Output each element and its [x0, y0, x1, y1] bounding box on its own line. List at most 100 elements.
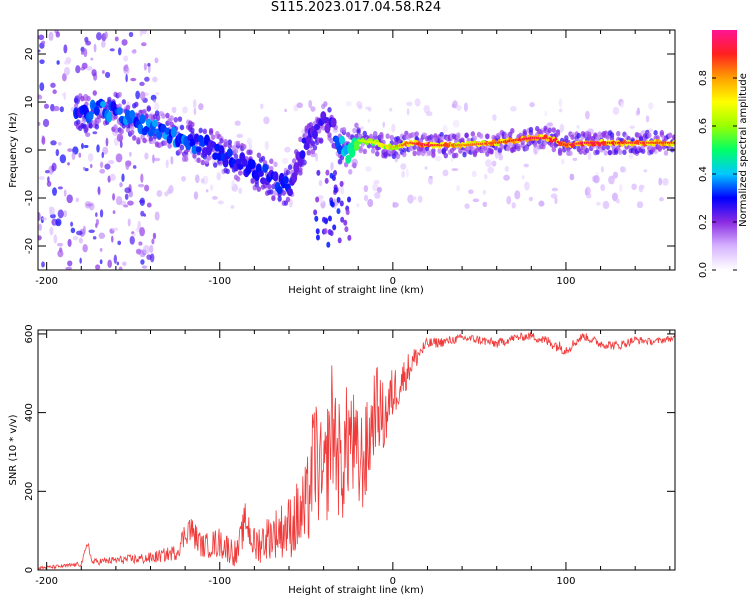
spectrogram-noise-cell	[182, 106, 188, 114]
spectrogram-halo-cell	[555, 130, 561, 137]
spectrogram-noise-cell	[356, 101, 363, 108]
spectrogram-noise-cell	[58, 142, 62, 146]
x-tick-label: -200	[35, 576, 58, 587]
spectrogram-tail-cell	[343, 219, 348, 226]
spectrogram-halo-cell	[256, 152, 262, 159]
spectrogram-noise-cell	[39, 59, 45, 64]
spectrogram-noise-cell	[132, 165, 137, 169]
spectrogram-noise-cell	[600, 166, 604, 173]
spectrogram-noise-cell	[521, 175, 525, 180]
spectrogram-xlabel: Height of straight line (km)	[288, 285, 424, 296]
spectrogram-noise-cell	[600, 184, 606, 192]
spectrogram-noise-cell	[140, 42, 147, 47]
spectrogram-noise-cell	[102, 146, 109, 155]
spectrogram-halo-cell	[235, 176, 241, 182]
spectrogram-halo-cell	[443, 152, 449, 159]
spectrogram-noise-cell	[360, 126, 364, 130]
spectrogram-noise-cell	[135, 249, 142, 255]
snr-series-line	[38, 332, 675, 570]
spectrogram-noise-cell	[491, 160, 497, 167]
spectrogram-noise-cell	[92, 131, 98, 135]
spectrogram-halo-cell	[73, 97, 79, 104]
spectrogram-noise-cell	[181, 175, 187, 182]
spectrogram-noise-cell	[472, 198, 480, 203]
spectrogram-halo-cell	[298, 166, 303, 173]
spectrogram-halo-cell	[578, 148, 584, 155]
spectrogram-noise-cell	[101, 40, 106, 48]
spectrogram-halo-cell	[136, 136, 141, 143]
spectrogram-noise-cell	[587, 151, 592, 161]
spectrogram-noise-cell	[392, 202, 399, 208]
spectrogram-tail-cell	[316, 169, 321, 176]
spectrogram-halo-cell	[478, 133, 484, 139]
spectrogram-noise-cell	[621, 166, 627, 173]
spectrogram-noise-cell	[484, 173, 488, 180]
spectrogram-noise-cell	[425, 111, 433, 117]
spectrogram-noise-cell	[364, 106, 372, 110]
spectrogram-ridge-cell	[106, 111, 113, 123]
spectrogram-halo-cell	[142, 108, 147, 115]
spectrogram-halo-cell	[672, 134, 675, 141]
spectrogram-noise-cell	[79, 257, 82, 264]
spectrogram-noise-cell	[83, 144, 89, 148]
spectrogram-noise-cell	[57, 209, 64, 219]
spectrogram-ridge-cell	[237, 163, 244, 170]
spectrogram-noise-cell	[49, 213, 56, 219]
y-tick-label: -10	[24, 190, 35, 206]
spectrogram-halo-cell	[372, 130, 378, 137]
spectrogram-halo-cell	[647, 132, 652, 139]
spectrogram-halo-cell	[269, 158, 274, 165]
spectrogram-noise-cell	[152, 154, 155, 164]
spectrogram-noise-cell	[147, 62, 151, 67]
spectrogram-noise-cell	[72, 235, 79, 241]
spectrogram-halo-cell	[250, 177, 255, 184]
spectrogram-halo-cell	[233, 153, 239, 160]
spectrogram-noise-cell	[463, 102, 468, 112]
spectrogram-tail-cell	[326, 241, 331, 248]
spectrogram-halo-cell	[609, 135, 615, 142]
spectrogram-noise-cell	[152, 76, 158, 83]
spectrogram-noise-cell	[125, 74, 128, 83]
colorbar	[712, 30, 737, 270]
spectrogram-noise-cell	[88, 229, 95, 234]
spectrogram-noise-cell	[50, 82, 56, 88]
colorbar-axis: 0.0 0.2 0.4 0.6 0.8	[698, 70, 737, 278]
spectrogram-halo-cell	[267, 183, 272, 190]
spectrogram-ridge-cell	[314, 123, 321, 131]
spectrogram-noise-cell	[140, 210, 145, 217]
spectrogram-halo-cell	[273, 190, 278, 196]
spectrogram-noise-cell	[117, 47, 122, 56]
figure-title: S115.2023.017.04.58.R24	[270, 0, 442, 15]
spectrogram-halo-cell	[659, 129, 665, 136]
spectrogram-halo-cell	[329, 137, 334, 144]
colorbar-tick-label: 0.0	[698, 262, 709, 278]
spectrogram-noise-cell	[63, 66, 71, 76]
spectrogram-halo-cell	[549, 141, 554, 148]
spectrogram-ridge-cell	[189, 138, 196, 148]
spectrogram-noise-cell	[596, 201, 601, 206]
spectrogram-noise-cell	[401, 170, 406, 178]
spectrogram-noise-cell	[156, 190, 163, 198]
spectrogram-noise-cell	[62, 92, 65, 97]
spectrogram-tail-cell	[344, 226, 349, 233]
spectrogram-noise-cell	[558, 98, 563, 108]
spectrogram-halo-cell	[622, 149, 627, 156]
spectrogram-noise-cell	[71, 152, 76, 161]
spectrogram-noise-cell	[198, 103, 204, 111]
spectrogram-halo-cell	[429, 134, 434, 140]
spectrogram-noise-cell	[123, 55, 129, 62]
spectrogram-noise-cell	[643, 169, 648, 173]
spectrogram-noise-cell	[139, 81, 145, 86]
spectrogram-noise-cell	[263, 116, 270, 125]
spectrogram-halo-cell	[551, 127, 557, 133]
spectrogram-noise-cell	[310, 106, 316, 112]
spectrogram-ridge-cell	[287, 188, 294, 197]
spectrogram-noise-cell	[38, 211, 41, 222]
spectrogram-noise-cell	[101, 151, 105, 159]
spectrogram-noise-cell	[538, 200, 545, 207]
spectrogram-noise-cell	[620, 101, 624, 109]
spectrogram-ridge-cell	[303, 142, 310, 151]
spectrogram-halo-cell	[94, 124, 100, 130]
spectrogram-noise-cell	[400, 163, 407, 170]
y-tick-label: 0	[24, 147, 35, 153]
